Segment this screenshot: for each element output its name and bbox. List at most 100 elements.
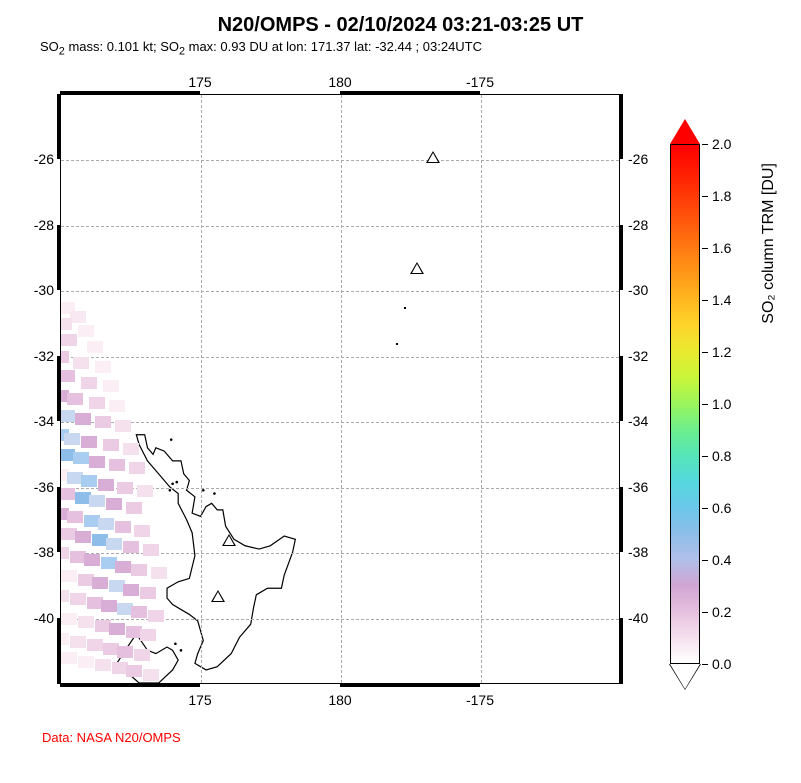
so2-data-cell	[140, 629, 156, 641]
so2-data-cell	[78, 325, 94, 337]
so2-data-cell	[60, 590, 69, 602]
so2-data-cell	[89, 495, 105, 507]
so2-data-cell	[87, 639, 103, 651]
volcano-marker-icon	[211, 590, 225, 602]
so2-data-cell	[129, 462, 145, 474]
so2-data-cell	[78, 616, 94, 628]
colorbar-tick	[702, 248, 708, 249]
so2-data-cell	[109, 623, 125, 635]
so2-data-cell	[137, 485, 153, 497]
colorbar-tick-label: 0.0	[712, 656, 731, 672]
lat-tick-label: -30	[14, 282, 54, 298]
colorbar-tick-label: 1.4	[712, 292, 731, 308]
lat-tick-label: -28	[628, 217, 648, 233]
colorbar-tick	[702, 612, 708, 613]
so2-data-cell	[70, 311, 86, 323]
so2-data-cell	[117, 646, 133, 658]
so2-data-cell	[60, 547, 69, 559]
so2-data-cell	[103, 380, 119, 392]
colorbar-tick-label: 1.8	[712, 188, 731, 204]
so2-data-cell	[81, 436, 97, 448]
lat-tick-label: -40	[628, 610, 648, 626]
lon-tick-label: 175	[188, 692, 211, 708]
colorbar-gradient	[670, 144, 700, 664]
so2-data-cell	[131, 564, 147, 576]
lat-tick-label: -36	[14, 479, 54, 495]
colorbar-tick	[702, 144, 708, 145]
map-border-segment	[57, 356, 61, 422]
so2-data-cell	[81, 475, 97, 487]
volcano-marker-icon	[426, 151, 440, 163]
so2-data-cell	[60, 488, 75, 500]
lon-tick-label: 180	[328, 74, 351, 90]
so2-data-cell	[60, 318, 72, 330]
lat-tick-label: -36	[628, 479, 648, 495]
gridline-vertical	[341, 95, 342, 683]
lat-tick-label: -32	[14, 348, 54, 364]
lat-tick-label: -38	[14, 544, 54, 560]
so2-data-cell	[151, 567, 167, 579]
lon-tick-label: 175	[188, 74, 211, 90]
lat-tick-label: -26	[628, 151, 648, 167]
lon-tick-label: -175	[466, 74, 494, 90]
colorbar-tick-label: 0.8	[712, 448, 731, 464]
lon-tick-label: 180	[328, 692, 351, 708]
colorbar-panel: SO₂ column TRM [DU] 0.00.20.40.60.81.01.…	[650, 64, 790, 724]
map-border-segment	[60, 91, 200, 95]
gridline-vertical	[481, 95, 482, 683]
so2-data-cell	[60, 370, 75, 382]
colorbar-tick	[702, 560, 708, 561]
so2-data-cell	[109, 400, 125, 412]
map-border-segment	[619, 225, 623, 291]
map-border-segment	[57, 487, 61, 553]
so2-data-cell	[106, 498, 122, 510]
lat-tick-label: -30	[628, 282, 648, 298]
colorbar-over-arrow	[670, 119, 700, 144]
so2-data-cell	[92, 577, 108, 589]
so2-data-cell	[75, 531, 91, 543]
colorbar-tick	[702, 456, 708, 457]
lat-tick-label: -34	[628, 413, 648, 429]
colorbar-tick-label: 0.2	[712, 604, 731, 620]
colorbar-tick-label: 1.0	[712, 396, 731, 412]
so2-data-cell	[81, 377, 97, 389]
lat-tick-label: -28	[14, 217, 54, 233]
so2-data-cell	[60, 410, 75, 422]
gridline-horizontal	[61, 357, 619, 358]
colorbar-axis-label: SO₂ column TRM [DU]	[760, 163, 778, 324]
so2-data-cell	[89, 397, 105, 409]
gridline-horizontal	[61, 160, 619, 161]
gridline-horizontal	[61, 619, 619, 620]
so2-data-cell	[67, 393, 83, 405]
data-credit: Data: NASA N20/OMPS	[42, 730, 791, 745]
map-border-segment	[57, 618, 61, 684]
lat-tick-label: -26	[14, 151, 54, 167]
so2-data-cell	[70, 593, 86, 605]
so2-data-cell	[61, 613, 77, 625]
so2-data-cell	[84, 554, 100, 566]
volcano-marker-icon	[410, 262, 424, 274]
lat-tick-label: -34	[14, 413, 54, 429]
so2-data-cell	[143, 544, 159, 556]
so2-data-cell	[106, 538, 122, 550]
lat-tick-label: -32	[628, 348, 648, 364]
so2-data-cell	[123, 443, 139, 455]
so2-data-cell	[95, 416, 111, 428]
gridline-horizontal	[61, 226, 619, 227]
so2-data-cell	[126, 502, 142, 514]
colorbar-tick	[702, 196, 708, 197]
map-border-segment	[340, 683, 480, 687]
lat-tick-label: -40	[14, 610, 54, 626]
chart-title: N20/OMPS - 02/10/2024 03:21-03:25 UT	[10, 14, 791, 37]
map-border-segment	[60, 683, 200, 687]
gridline-vertical	[201, 95, 202, 683]
map-border-segment	[619, 487, 623, 553]
volcano-marker-icon	[222, 534, 236, 546]
so2-data-cell	[123, 584, 139, 596]
so2-data-cell	[115, 420, 131, 432]
colorbar-tick-label: 2.0	[712, 136, 731, 152]
so2-data-cell	[117, 482, 133, 494]
colorbar-tick-label: 0.4	[712, 552, 731, 568]
colorbar-tick	[702, 352, 708, 353]
so2-data-cell	[101, 600, 117, 612]
